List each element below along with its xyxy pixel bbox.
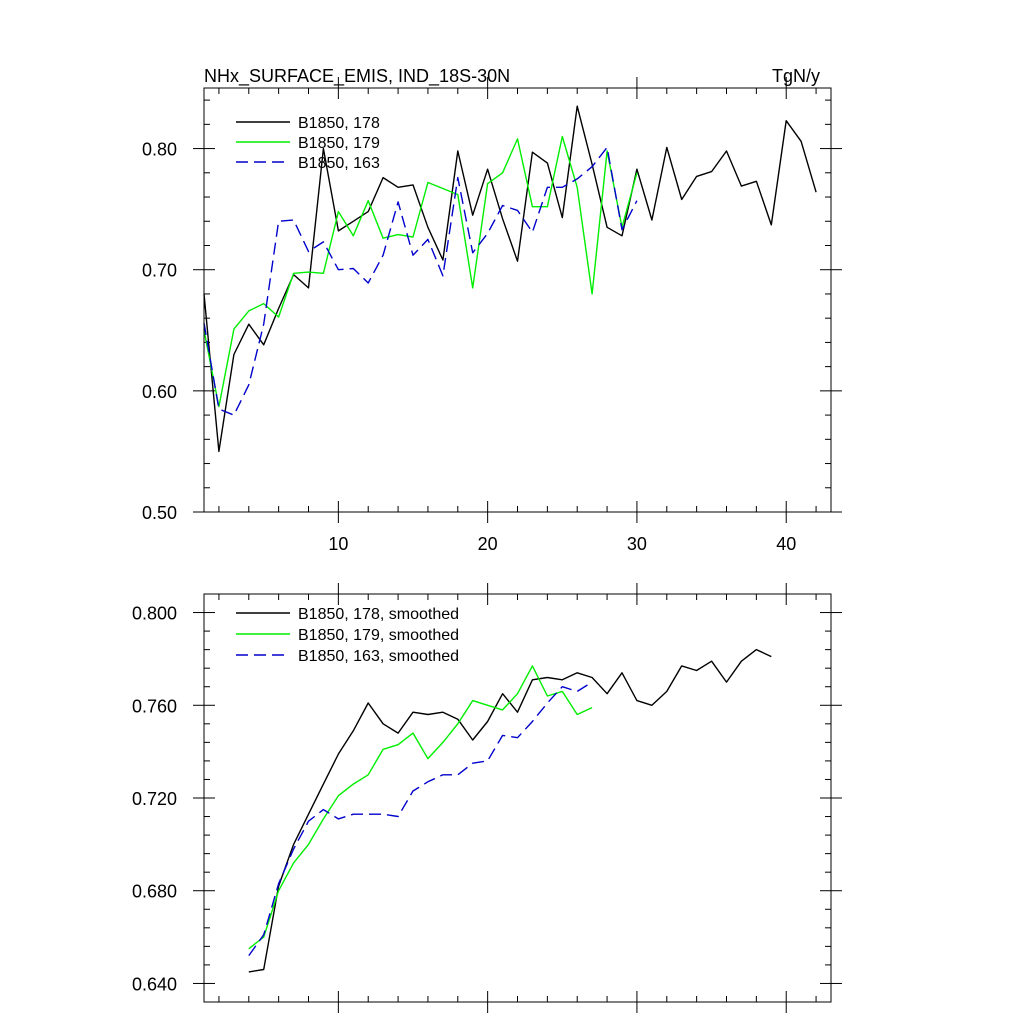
y-tick-label: 0.720 [132, 789, 177, 809]
y-tick-label: 0.640 [132, 974, 177, 994]
y-tick-label: 0.60 [142, 382, 177, 402]
top-chart-series [203, 105, 817, 453]
x-tick-label: 10 [328, 534, 348, 554]
series-line [203, 105, 817, 453]
x-tick-label: 30 [627, 534, 647, 554]
y-tick-label: 0.70 [142, 261, 177, 281]
series-line [203, 135, 638, 408]
legend-label: B1850, 178 [298, 115, 380, 132]
legend-label: B1850, 178, smoothed [298, 606, 459, 623]
y-tick-label: 0.760 [132, 696, 177, 716]
legend-label: B1850, 179 [298, 135, 380, 152]
y-tick-label: 0.80 [142, 140, 177, 160]
series-line [248, 665, 593, 950]
y-tick-label: 0.50 [142, 503, 177, 523]
legend-label: B1850, 179, smoothed [298, 627, 459, 644]
top-chart-frame [203, 87, 832, 513]
bottom-chart-frame [203, 593, 832, 1003]
series-line [248, 648, 772, 973]
bottom-chart-legend: B1850, 178, smoothed B1850, 179, smoothed… [236, 606, 459, 665]
series-line [203, 146, 638, 416]
legend-label: B1850, 163, smoothed [298, 648, 459, 665]
top-chart-panel: NHx_SURFACE_EMIS, IND_18S-30N TgN/y 10 20… [142, 66, 842, 554]
chart-units: TgN/y [772, 66, 820, 86]
bottom-chart-panel: 0.640 0.680 0.720 0.760 0.800 B1850, 178, sm… [132, 583, 842, 1013]
bottom-chart-ticks: 0.640 0.680 0.720 0.760 0.800 [132, 583, 842, 1013]
x-tick-label: 40 [776, 534, 796, 554]
series-line [248, 681, 593, 957]
legend-label: B1850, 163 [298, 155, 380, 172]
top-chart-ticks: 10 20 30 40 0.50 0.60 0.70 0.80 [142, 77, 842, 554]
chart-title: NHx_SURFACE_EMIS, IND_18S-30N [204, 66, 510, 87]
y-tick-label: 0.800 [132, 604, 177, 624]
x-tick-label: 20 [478, 534, 498, 554]
top-chart-legend: B1850, 178 B1850, 179 B1850, 163 [236, 115, 380, 172]
bottom-chart-series [248, 648, 772, 973]
y-tick-label: 0.680 [132, 882, 177, 902]
